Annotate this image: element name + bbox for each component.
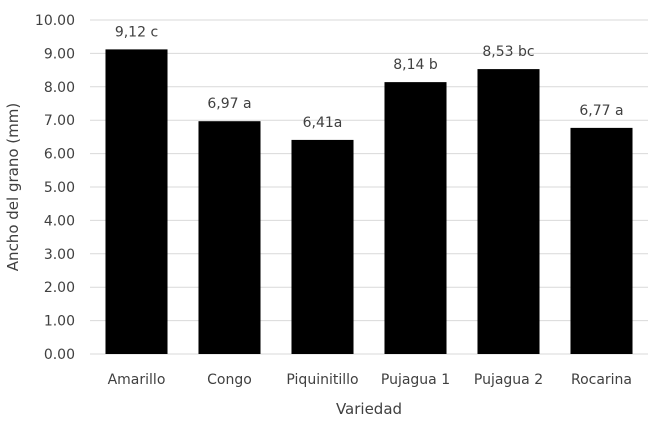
y-tick-label: 8.00: [44, 80, 75, 96]
y-tick-label: 5.00: [44, 180, 75, 196]
x-tick-label: Pujagua 1: [381, 372, 450, 388]
y-tick-label: 3.00: [44, 247, 75, 263]
x-axis-label: Variedad: [336, 400, 402, 418]
y-tick-label: 0.00: [44, 347, 75, 363]
y-axis-label: Ancho del grano (mm): [4, 103, 22, 271]
data-label: 8,53 bc: [482, 44, 534, 60]
data-label: 6,41a: [303, 115, 343, 131]
y-tick-label: 6.00: [44, 147, 75, 163]
y-tick-label: 7.00: [44, 113, 75, 129]
y-tick-label: 9.00: [44, 46, 75, 62]
x-tick-label: Pujagua 2: [474, 372, 543, 388]
y-tick-label: 1.00: [44, 314, 75, 330]
y-tick-label: 4.00: [44, 213, 75, 229]
bar-pujagua-1: [384, 82, 447, 355]
x-tick-label: Amarillo: [108, 372, 166, 388]
data-label: 9,12 c: [115, 24, 158, 40]
x-tick-label: Rocarina: [571, 372, 632, 388]
bar-congo: [198, 121, 261, 355]
y-tick-label: 2.00: [44, 280, 75, 296]
data-label: 6,97 a: [207, 96, 251, 112]
bar-piquinitillo: [291, 139, 354, 354]
x-tick-label: Congo: [207, 372, 252, 388]
data-label: 8,14 b: [393, 57, 438, 73]
bar-pujagua-2: [477, 69, 540, 355]
bar-amarillo: [105, 49, 168, 354]
y-tick-label: 10.00: [35, 13, 75, 29]
bar-rocarina: [570, 127, 633, 354]
x-tick-label: Piquinitillo: [286, 372, 358, 388]
data-label: 6,77 a: [579, 103, 623, 119]
